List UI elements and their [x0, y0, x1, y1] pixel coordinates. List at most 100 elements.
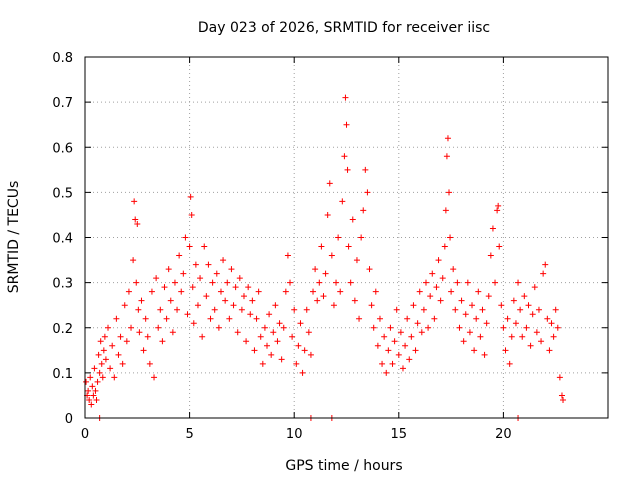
data-point: [521, 293, 528, 300]
data-point: [527, 342, 534, 349]
data-point: [525, 302, 532, 309]
data-point: [538, 338, 545, 345]
y-tick-label: 0.2: [52, 322, 73, 337]
data-point: [247, 311, 254, 318]
data-point: [496, 243, 503, 250]
data-point: [293, 360, 300, 367]
data-points: [83, 94, 567, 421]
data-point: [435, 257, 442, 264]
data-point: [144, 333, 151, 340]
data-point: [316, 279, 323, 286]
data-point: [477, 333, 484, 340]
data-point: [307, 351, 314, 358]
data-point: [466, 329, 473, 336]
data-point: [368, 302, 375, 309]
data-point: [356, 315, 363, 322]
data-point: [335, 234, 342, 241]
data-point: [161, 284, 168, 291]
data-point: [211, 306, 218, 313]
data-point: [101, 333, 108, 340]
data-point: [257, 333, 264, 340]
data-point: [224, 279, 231, 286]
data-point: [86, 396, 93, 403]
data-point: [201, 243, 208, 250]
data-point: [261, 324, 268, 331]
data-point: [157, 306, 164, 313]
data-point: [167, 297, 174, 304]
data-point: [358, 234, 365, 241]
data-point: [295, 342, 302, 349]
data-point: [123, 338, 130, 345]
data-point: [479, 306, 486, 313]
data-point: [341, 153, 348, 160]
data-point: [519, 333, 526, 340]
data-point: [437, 297, 444, 304]
data-point: [395, 351, 402, 358]
data-point: [240, 293, 247, 300]
data-point: [155, 324, 162, 331]
y-tick-labels: 0 0.1 0.2 0.3 0.4 0.5 0.6 0.7 0.8: [52, 51, 73, 427]
data-point: [134, 220, 141, 227]
data-point: [494, 207, 501, 214]
data-point: [366, 266, 373, 273]
data-point: [489, 225, 496, 232]
data-point: [238, 306, 245, 313]
data-point: [190, 320, 197, 327]
data-point: [299, 369, 306, 376]
data-point: [412, 347, 419, 354]
data-point: [142, 315, 149, 322]
data-point: [560, 396, 567, 403]
data-point: [207, 315, 214, 322]
x-tick-labels: 0 5 10 15 20: [81, 427, 512, 442]
data-point: [406, 356, 413, 363]
y-tick-label: 0.1: [52, 367, 73, 382]
data-point: [558, 392, 565, 399]
data-point: [495, 202, 502, 209]
data-point: [188, 211, 195, 218]
data-point: [324, 211, 331, 218]
data-point: [410, 302, 417, 309]
data-point: [475, 288, 482, 295]
data-point: [245, 284, 252, 291]
data-point: [174, 306, 181, 313]
data-point: [487, 252, 494, 259]
data-point: [517, 306, 524, 313]
data-point: [228, 266, 235, 273]
data-point: [439, 275, 446, 282]
data-point: [130, 257, 137, 264]
data-point: [427, 293, 434, 300]
data-point: [255, 288, 262, 295]
data-point: [523, 324, 530, 331]
data-point: [88, 401, 95, 408]
y-tick-label: 0: [65, 412, 73, 427]
data-point: [441, 243, 448, 250]
data-point: [95, 351, 102, 358]
y-tick-label: 0.3: [52, 277, 73, 292]
data-point: [540, 270, 547, 277]
data-point: [344, 166, 351, 173]
data-point: [146, 360, 153, 367]
data-point: [458, 297, 465, 304]
data-point: [447, 234, 454, 241]
data-point: [391, 338, 398, 345]
data-point: [504, 315, 511, 322]
data-point: [492, 279, 499, 286]
data-point: [381, 333, 388, 340]
data-point: [187, 193, 194, 200]
data-point: [222, 297, 229, 304]
data-point: [151, 374, 158, 381]
data-point: [544, 315, 551, 322]
data-point: [370, 324, 377, 331]
data-point: [259, 360, 266, 367]
data-point: [552, 306, 559, 313]
data-point: [85, 387, 92, 394]
x-tick-label: 15: [391, 427, 408, 442]
data-point: [376, 315, 383, 322]
data-point: [353, 257, 360, 264]
data-point: [93, 396, 100, 403]
data-point: [128, 324, 135, 331]
data-point: [268, 351, 275, 358]
data-point: [83, 378, 90, 385]
data-point: [422, 279, 429, 286]
data-point: [450, 266, 457, 273]
